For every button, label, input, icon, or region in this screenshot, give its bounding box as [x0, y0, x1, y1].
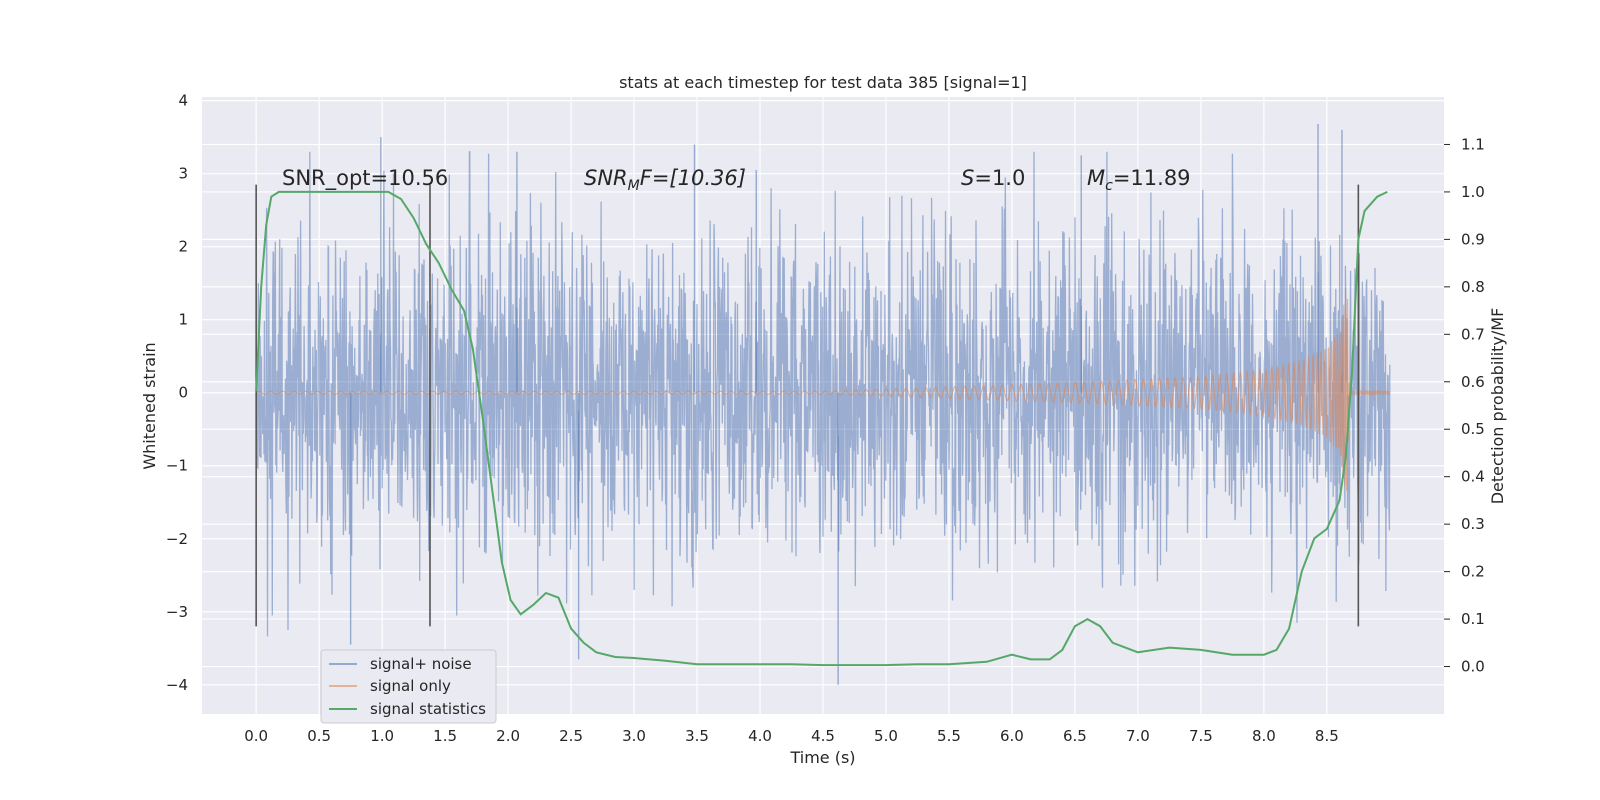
x-tick-label: 7.0	[1126, 727, 1150, 745]
y-tick-label: −4	[166, 676, 188, 694]
y-axis-label: Whitened strain	[140, 342, 159, 469]
signal-noise-line	[255, 151, 1391, 637]
x-tick-label: 3.5	[685, 727, 709, 745]
y2-tick-label: 1.0	[1461, 183, 1485, 201]
signal-noise-series	[255, 124, 1391, 685]
y-tick-label: 0	[178, 384, 188, 402]
x-tick-label: 2.0	[496, 727, 520, 745]
x-tick-label: 5.5	[937, 727, 961, 745]
legend-label-signal-only: signal only	[370, 677, 451, 695]
y2-tick-label: 0.8	[1461, 278, 1485, 296]
x-tick-label: 2.5	[559, 727, 583, 745]
y-tick-label: −1	[166, 457, 188, 475]
signal-statistics-line	[255, 190, 1388, 667]
x-tick-label: 6.0	[1000, 727, 1024, 745]
y-tick-label: 4	[178, 92, 188, 110]
y-tick-label: −2	[166, 530, 188, 548]
legend-box	[320, 649, 497, 724]
legend-label-signal-statistics: signal statistics	[370, 700, 486, 718]
signal-only-line	[255, 287, 1391, 491]
annotation-snr-mf: SNRMF=[10.36]	[584, 166, 746, 194]
x-tick-label: 5.0	[874, 727, 898, 745]
y2-axis-ticks: 0.0 0.1 0.2 0.3 0.4 0.5 0.6 0.7 0.8 0.9 1.0 1.1	[1444, 135, 1485, 676]
y2-tick-label: 0.4	[1461, 468, 1485, 486]
signal-only-series	[255, 287, 1391, 491]
x-axis-label: Time (s)	[789, 748, 855, 767]
x-tick-label: 0.5	[307, 727, 331, 745]
legend: signal+ noise signal only signal statist…	[320, 649, 497, 724]
y-tick-label: 1	[178, 311, 188, 329]
annotation-mc: Mc=11.89	[1087, 166, 1191, 194]
x-tick-label: 4.0	[748, 727, 772, 745]
x-tick-label: 8.0	[1252, 727, 1276, 745]
annotation-s: S=1.0	[961, 166, 1025, 190]
signal-statistics-series	[255, 190, 1388, 667]
x-tick-label: 4.5	[811, 727, 835, 745]
y2-tick-label: 0.1	[1461, 610, 1485, 628]
y2-tick-label: 1.1	[1461, 135, 1485, 153]
y-tick-label: −3	[166, 603, 188, 621]
y2-tick-label: 0.7	[1461, 325, 1485, 343]
y2-tick-label: 0.9	[1461, 230, 1485, 248]
x-tick-label: 1.0	[370, 727, 394, 745]
x-tick-label: 3.0	[622, 727, 646, 745]
x-tick-label: 6.5	[1063, 727, 1087, 745]
x-tick-label: 8.5	[1315, 727, 1339, 745]
y2-axis-label: Detection probability/MF	[1488, 308, 1507, 505]
y2-tick-label: 0.2	[1461, 563, 1485, 581]
y2-tick-label: 0.6	[1461, 373, 1485, 391]
y-tick-label: 2	[178, 238, 188, 256]
y2-tick-label: 0.5	[1461, 420, 1485, 438]
legend-label-signal-noise: signal+ noise	[370, 655, 472, 673]
annotation-snr-opt: SNR_opt=10.56	[282, 166, 448, 191]
x-axis-ticks: 0.0 0.5 1.0 1.5 2.0 2.5 3.0 3.5 4.0 4.5 5.0 5.5 6.0 6…	[244, 727, 1339, 745]
y2-tick-label: 0.0	[1461, 658, 1485, 676]
x-tick-label: 1.5	[433, 727, 457, 745]
x-tick-label: 7.5	[1189, 727, 1213, 745]
y-axis-ticks: 4 3 2 1 0 −1 −2 −3 −4	[166, 92, 188, 694]
x-tick-label: 0.0	[244, 727, 268, 745]
chart-title: stats at each timestep for test data 385…	[619, 73, 1027, 92]
y2-tick-label: 0.3	[1461, 515, 1485, 533]
y-tick-label: 3	[178, 165, 188, 183]
